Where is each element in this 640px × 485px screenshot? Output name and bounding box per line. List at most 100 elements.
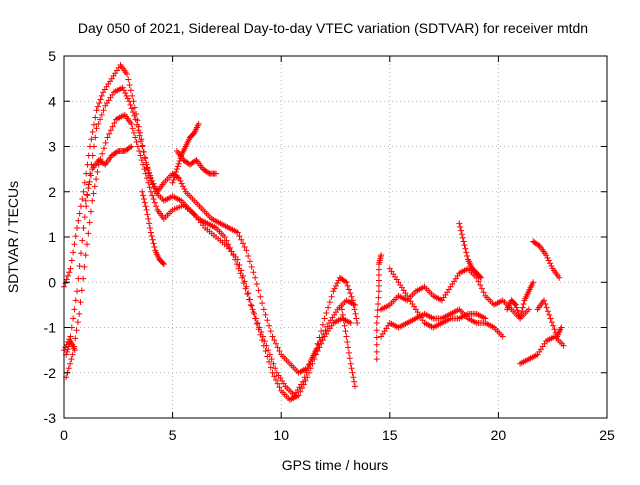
data-point <box>73 327 80 334</box>
data-point <box>345 344 352 351</box>
data-point <box>140 195 147 202</box>
data-point <box>319 337 326 344</box>
data-point <box>325 304 332 311</box>
data-point <box>344 338 351 345</box>
data-point <box>128 105 135 112</box>
data-point <box>518 308 525 315</box>
data-point <box>148 233 155 240</box>
data-point <box>76 310 83 317</box>
data-point <box>513 304 520 311</box>
data-point <box>252 315 259 322</box>
data-point <box>264 317 271 324</box>
data-point <box>266 358 273 365</box>
data-point <box>150 195 157 202</box>
data-point <box>258 329 265 336</box>
data-point <box>373 348 380 355</box>
data-point <box>480 289 487 296</box>
data-point <box>120 87 127 94</box>
data-point <box>64 348 71 355</box>
data-point <box>375 282 382 289</box>
data-point <box>81 179 88 186</box>
chart-title: Day 050 of 2021, Sidereal Day-to-day VTE… <box>78 20 588 36</box>
series-track-i <box>373 252 385 363</box>
data-point <box>315 341 322 348</box>
data-point <box>246 296 253 303</box>
data-point <box>544 254 551 261</box>
data-point <box>150 240 157 247</box>
data-point <box>299 378 306 385</box>
data-point <box>458 231 465 238</box>
data-point <box>104 134 111 141</box>
data-point <box>98 92 105 99</box>
data-point <box>499 333 506 340</box>
data-point <box>64 346 71 353</box>
series-track-n <box>504 279 537 322</box>
data-point <box>67 360 74 367</box>
data-point <box>462 245 469 252</box>
data-point <box>341 322 348 329</box>
data-point <box>130 129 137 136</box>
data-point <box>133 138 140 145</box>
data-point <box>512 301 519 308</box>
data-point <box>147 174 154 181</box>
y-tick-label: 2 <box>48 184 56 200</box>
data-point <box>72 233 79 240</box>
data-point <box>306 361 313 368</box>
grid-layer <box>64 56 607 418</box>
data-point <box>250 269 257 276</box>
data-point <box>272 365 279 372</box>
data-point <box>247 301 254 308</box>
data-point <box>548 319 555 326</box>
data-point <box>482 315 489 322</box>
data-point <box>226 244 233 251</box>
data-point <box>127 101 134 108</box>
y-tick-label: -2 <box>44 365 57 381</box>
y-tick-label: 3 <box>48 139 56 155</box>
data-point <box>543 304 550 311</box>
data-point <box>142 203 149 210</box>
data-point <box>271 337 278 344</box>
data-point <box>147 224 154 231</box>
data-point <box>547 260 554 267</box>
data-point <box>342 328 349 335</box>
data-point <box>160 261 167 268</box>
data-point <box>262 311 269 318</box>
data-point <box>77 203 84 210</box>
data-point <box>374 307 381 314</box>
data-point <box>111 119 118 126</box>
data-point <box>352 310 359 317</box>
data-point <box>81 214 88 221</box>
data-point <box>269 333 276 340</box>
data-point <box>456 220 463 227</box>
data-point <box>239 240 246 247</box>
data-point <box>457 224 464 231</box>
data-point <box>107 127 114 134</box>
data-point <box>340 317 347 324</box>
series-track-h <box>339 306 359 390</box>
data-point <box>343 333 350 340</box>
data-point <box>141 154 148 161</box>
data-point <box>520 300 527 307</box>
data-point <box>375 266 382 273</box>
data-point <box>176 175 183 182</box>
data-point <box>517 311 524 318</box>
data-point <box>378 252 385 259</box>
data-point <box>79 195 86 202</box>
data-point <box>314 348 321 355</box>
data-point <box>151 199 158 206</box>
data-point <box>373 341 380 348</box>
data-point <box>477 273 484 280</box>
data-point <box>297 388 304 395</box>
data-point <box>180 183 187 190</box>
data-point <box>92 114 99 121</box>
data-point <box>550 322 557 329</box>
data-point <box>65 365 72 372</box>
data-point <box>271 373 278 380</box>
data-point <box>558 324 565 331</box>
data-point <box>109 123 116 130</box>
data-point <box>172 171 179 178</box>
data-point <box>74 224 81 231</box>
data-point <box>94 168 101 175</box>
data-point <box>233 261 240 268</box>
